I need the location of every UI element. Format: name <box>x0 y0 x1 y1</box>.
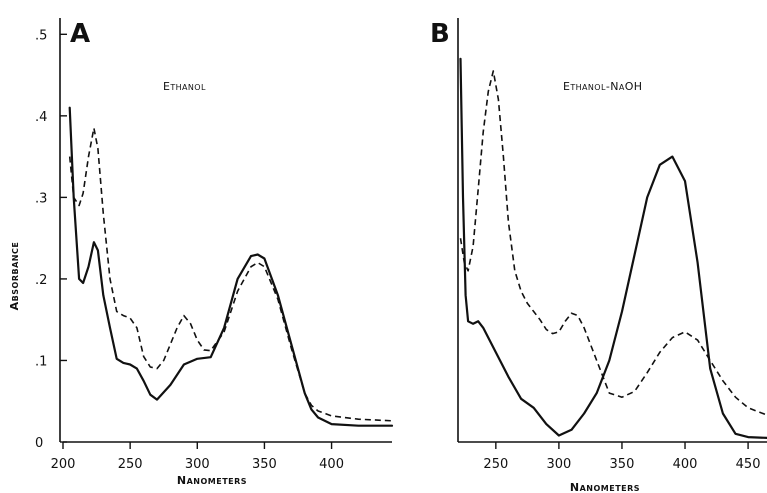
panel-a-x-tick-label: 200 <box>51 457 76 472</box>
panel-a-letter: A <box>70 19 90 49</box>
panel-b-x-tick-label: 250 <box>483 457 508 472</box>
panel-b-xlabel: Nanometers <box>570 481 640 493</box>
panel-a-dashed-series-line <box>68 127 393 422</box>
panel-a-y-tick-label: 0 <box>35 436 43 451</box>
panel-a-series-group <box>68 106 394 427</box>
panel-a-chart: A Ethanol Absorbance Nanometers 200 250 30… <box>8 18 394 487</box>
panel-a-solid-series-line <box>68 106 394 427</box>
panel-b-chart: B Ethanol-NaOH Nanometers 250 300 350 400 45… <box>430 18 767 493</box>
panel-b-letter: B <box>430 19 450 49</box>
panel-b-x-tick-label: 300 <box>546 457 571 472</box>
panel-b-solid-series-line <box>459 57 767 439</box>
panel-b-x-tick-label: 350 <box>610 457 635 472</box>
panel-a-annotation: Ethanol <box>163 80 206 93</box>
panel-b-annotation: Ethanol-NaOH <box>563 80 642 93</box>
panel-a-y-axis-title: Absorbance <box>8 242 21 311</box>
panel-a-xlabel: Nanometers <box>177 474 247 487</box>
panel-b-axes: 250 300 350 400 450 <box>457 18 767 472</box>
panel-a-y-tick-label: .5 <box>35 28 47 43</box>
panel-a-y-tick-label: .1 <box>35 354 47 369</box>
panel-a-x-tick-label: 250 <box>118 457 143 472</box>
panel-b-x-tick-label: 450 <box>736 457 761 472</box>
panel-a-x-tick-label: 300 <box>185 457 210 472</box>
panel-b-x-tick-label: 400 <box>673 457 698 472</box>
panel-b-dashed-series-line <box>459 70 767 416</box>
panel-a-y-tick-label: .4 <box>35 110 47 125</box>
panel-a-x-tick-label: 400 <box>319 457 344 472</box>
panel-a-axes: 200 250 300 350 400 0 .1 .2 .3 .4 .5 <box>35 18 392 472</box>
panel-a-y-tick-label: .2 <box>35 273 47 288</box>
panel-b-series-group <box>459 57 767 439</box>
panel-a-x-tick-label: 350 <box>252 457 277 472</box>
panel-a-ylabel: Absorbance <box>8 242 21 311</box>
panel-a-y-tick-label: .3 <box>35 191 47 206</box>
